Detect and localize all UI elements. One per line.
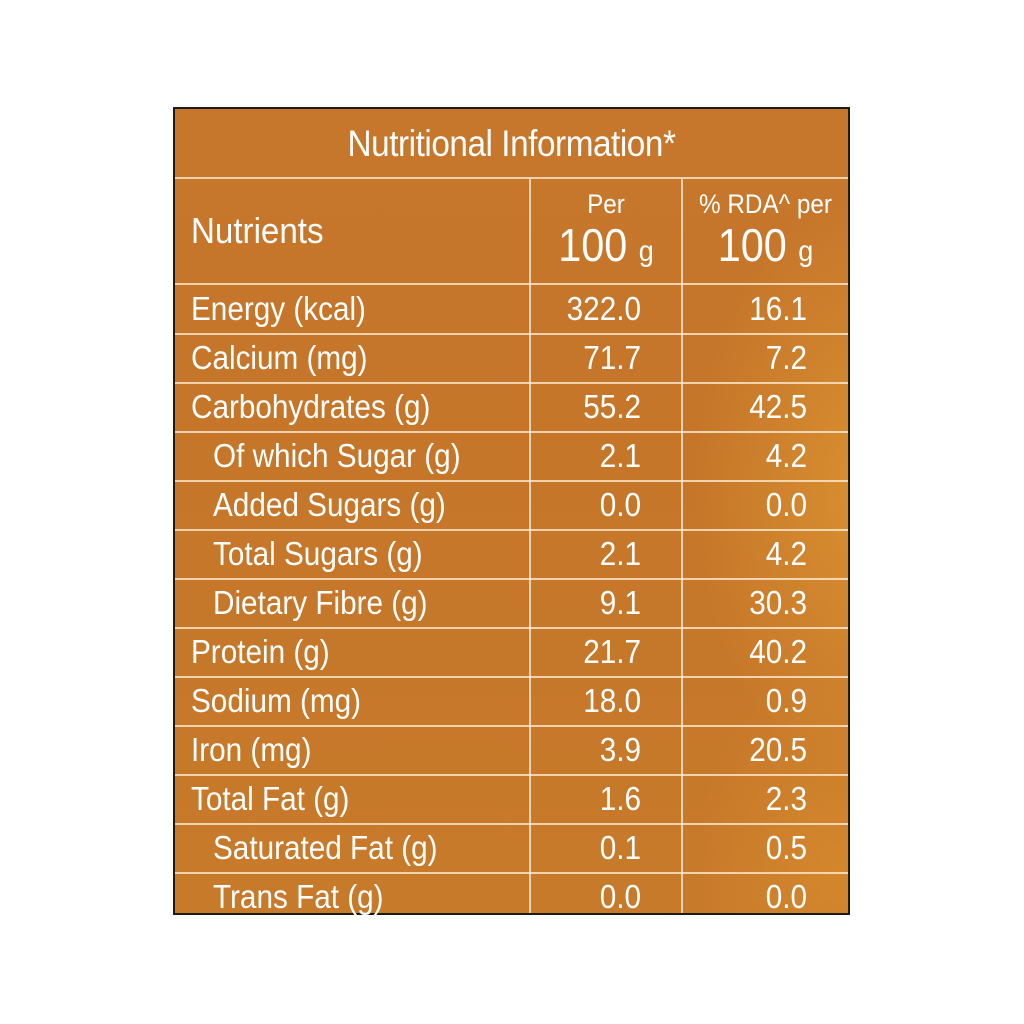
rda-value: 4.2	[765, 535, 807, 572]
row-divider	[175, 529, 848, 531]
table-row: Total Sugars (g) 2.1 4.2	[175, 530, 848, 578]
nutrients-column-header: Nutrients	[191, 210, 324, 251]
per-100g-value: 0.1	[599, 829, 641, 866]
nutrient-name: Dietary Fibre (g)	[213, 584, 428, 621]
rda-value: 40.2	[749, 633, 807, 670]
row-divider	[175, 725, 848, 727]
column-divider-1	[529, 179, 531, 913]
per-100g-value: 2.1	[599, 535, 641, 572]
nutrient-name: Total Fat (g)	[191, 780, 350, 817]
nutrient-name: Sodium (mg)	[191, 682, 362, 719]
rda-value: 0.5	[765, 829, 807, 866]
nutrient-name: Of which Sugar (g)	[213, 437, 461, 474]
row-divider	[175, 823, 848, 825]
row-divider	[175, 333, 848, 335]
table-row: Iron (mg) 3.9 20.5	[175, 726, 848, 774]
row-divider	[175, 431, 848, 433]
nutrient-name: Energy (kcal)	[191, 290, 366, 327]
table-row: Energy (kcal) 322.0 16.1	[175, 285, 848, 333]
rda-value: 30.3	[749, 584, 807, 621]
per-100g-value: 3.9	[599, 731, 641, 768]
per-100g-value: 0.0	[599, 486, 641, 523]
rda-value: 4.2	[765, 437, 807, 474]
per-100g-value: 322.0	[566, 290, 641, 327]
rda-value: 0.0	[765, 486, 807, 523]
rda-value: 7.2	[765, 339, 807, 376]
rda-value: 16.1	[749, 290, 807, 327]
row-divider	[175, 578, 848, 580]
row-divider	[175, 627, 848, 629]
table-row: Protein (g) 21.7 40.2	[175, 628, 848, 676]
title-divider	[175, 177, 848, 179]
rda-column-header: % RDA^ per 100 g	[683, 179, 848, 283]
per-100g-value: 18.0	[583, 682, 641, 719]
nutrient-name: Protein (g)	[191, 633, 330, 670]
table-row: Added Sugars (g) 0.0 0.0	[175, 481, 848, 529]
per-100g-value: 9.1	[599, 584, 641, 621]
per-amount: 100 g	[558, 219, 654, 271]
nutrient-name: Total Sugars (g)	[213, 535, 423, 572]
table-row: Trans Fat (g) 0.0 0.0	[175, 873, 848, 921]
per-100g-value: 55.2	[583, 388, 641, 425]
header-divider	[175, 283, 848, 285]
table-row: Of which Sugar (g) 2.1 4.2	[175, 432, 848, 480]
rda-label: % RDA^ per	[699, 189, 832, 219]
per-100g-value: 0.0	[599, 878, 641, 915]
per-100g-value: 2.1	[599, 437, 641, 474]
per-100g-value: 21.7	[583, 633, 641, 670]
nutrition-title: Nutritional Information*	[347, 123, 676, 164]
rda-value: 0.9	[765, 682, 807, 719]
nutrient-name: Saturated Fat (g)	[213, 829, 438, 866]
nutrient-name: Added Sugars (g)	[213, 486, 446, 523]
per-label: Per	[587, 189, 625, 219]
nutrient-name: Carbohydrates (g)	[191, 388, 431, 425]
table-row: Total Fat (g) 1.6 2.3	[175, 775, 848, 823]
table-row: Carbohydrates (g) 55.2 42.5	[175, 383, 848, 431]
rda-amount: 100 g	[717, 219, 814, 271]
column-divider-2	[681, 179, 683, 913]
rda-value: 42.5	[749, 388, 807, 425]
row-divider	[175, 480, 848, 482]
row-divider	[175, 872, 848, 874]
rda-value: 0.0	[765, 878, 807, 915]
table-row: Dietary Fibre (g) 9.1 30.3	[175, 579, 848, 627]
rda-value: 20.5	[749, 731, 807, 768]
per-100g-value: 71.7	[583, 339, 641, 376]
table-row: Saturated Fat (g) 0.1 0.5	[175, 824, 848, 872]
row-divider	[175, 774, 848, 776]
row-divider	[175, 382, 848, 384]
nutrition-label-panel: Nutritional Information* Nutrients Per 1…	[173, 107, 850, 915]
nutrient-name: Trans Fat (g)	[213, 878, 384, 915]
table-row: Calcium (mg) 71.7 7.2	[175, 334, 848, 382]
per-100g-column-header: Per 100 g	[531, 179, 681, 283]
table-row: Sodium (mg) 18.0 0.9	[175, 677, 848, 725]
rda-value: 2.3	[765, 780, 807, 817]
per-100g-value: 1.6	[599, 780, 641, 817]
nutrient-name: Iron (mg)	[191, 731, 312, 768]
nutrient-name: Calcium (mg)	[191, 339, 368, 376]
row-divider	[175, 676, 848, 678]
